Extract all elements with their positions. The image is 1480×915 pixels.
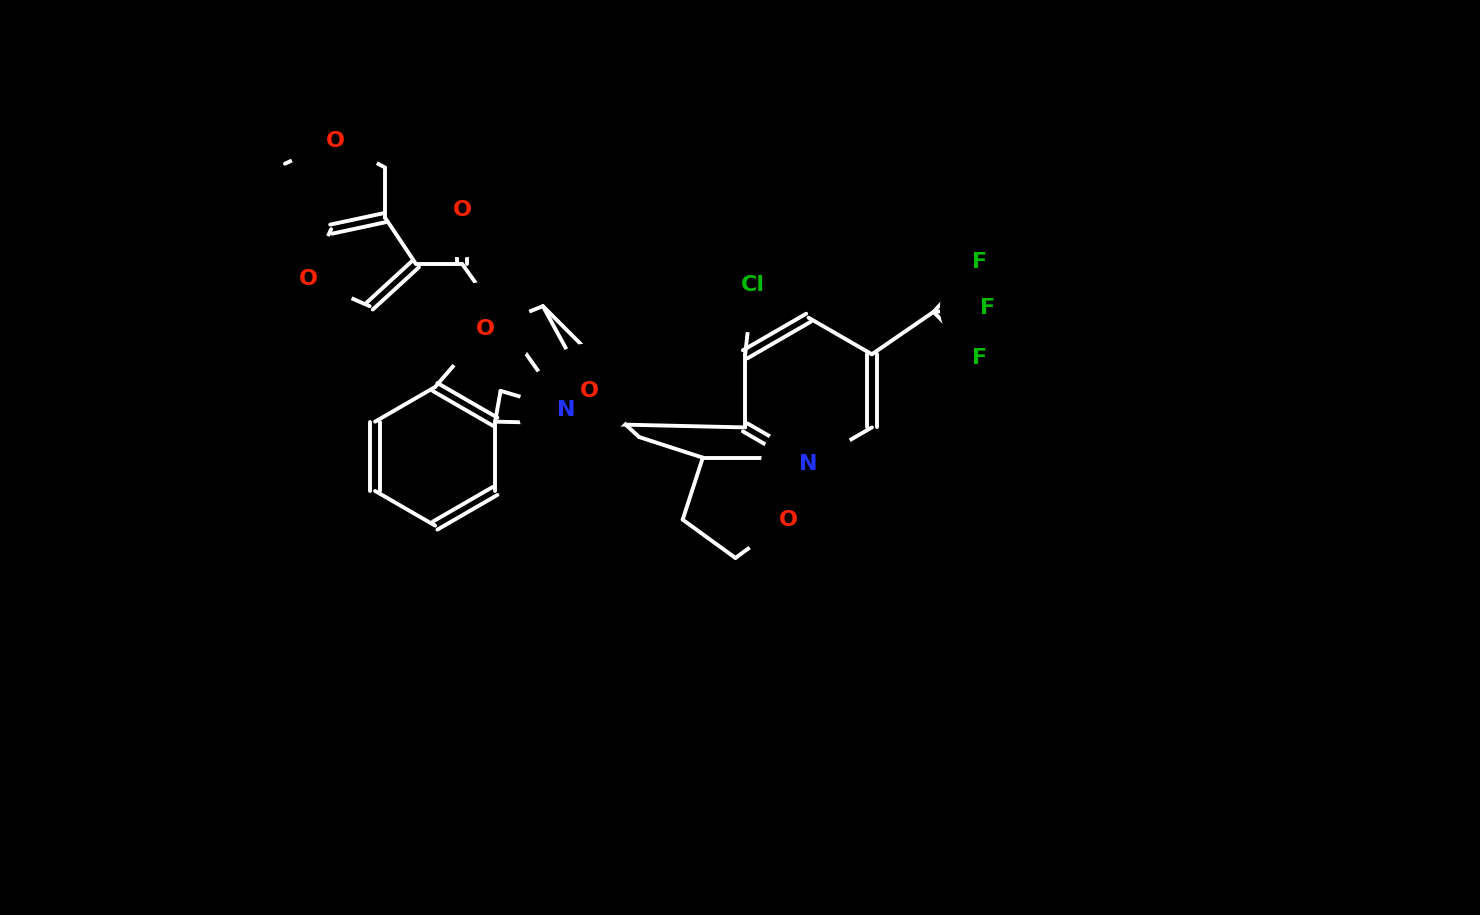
Circle shape (762, 417, 855, 511)
Text: F: F (980, 298, 995, 318)
Circle shape (932, 215, 1027, 308)
Text: O: O (326, 131, 345, 151)
Circle shape (262, 232, 355, 326)
Text: F: F (972, 348, 987, 368)
Circle shape (289, 93, 382, 188)
Circle shape (416, 163, 509, 257)
Circle shape (741, 473, 835, 566)
Circle shape (706, 238, 799, 332)
Text: O: O (475, 319, 494, 339)
Circle shape (519, 363, 613, 457)
Circle shape (542, 344, 636, 437)
Text: O: O (299, 269, 318, 289)
Circle shape (941, 262, 1035, 355)
Text: F: F (972, 252, 987, 272)
Text: O: O (580, 381, 598, 401)
Text: Cl: Cl (741, 275, 765, 295)
Text: O: O (778, 510, 798, 530)
Text: N: N (556, 400, 576, 420)
Text: N: N (799, 454, 818, 474)
Text: O: O (453, 199, 472, 220)
Circle shape (438, 283, 531, 376)
Circle shape (932, 311, 1027, 405)
